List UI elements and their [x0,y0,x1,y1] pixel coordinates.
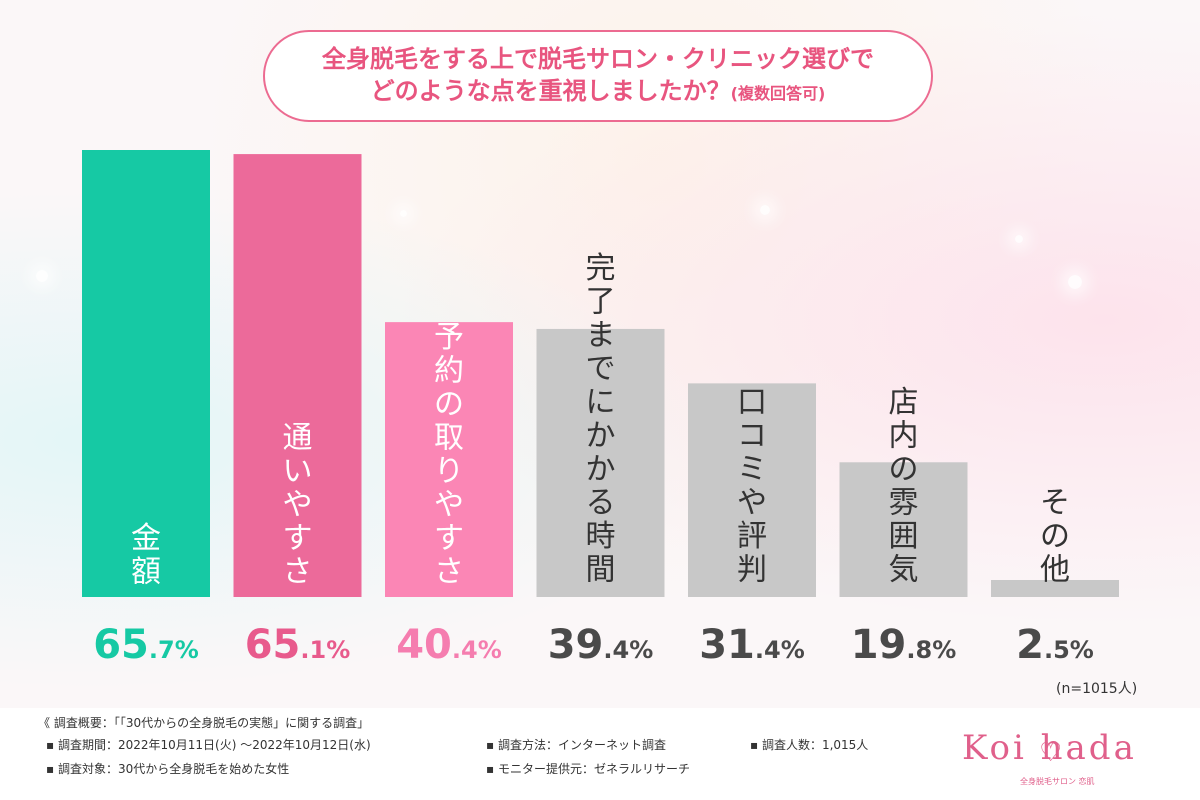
survey-provider: ▪ モニター提供元：ゼネラルリサーチ [486,762,690,776]
chart-title-line2-wrap: どのような点を重視しましたか？(複数回答可) [371,75,826,110]
bar-6 [839,462,968,597]
value-label-4: 39.4% [548,622,654,668]
bar-2 [233,154,362,597]
heart-icon: ♡ [1039,738,1063,768]
survey-method: ▪ 調査方法：インターネット調査 [486,738,666,752]
sparkle [1015,235,1023,243]
category-label-1: 金額 [131,521,161,590]
category-label-2: 通いやすさ [283,421,313,590]
category-label-4: 完了までにかかる時間 [586,251,616,588]
sparkle [36,270,48,282]
value-label-3: 40.4% [396,622,502,668]
value-label-6: 19.8% [851,622,957,668]
logo-subtitle: 全身脱毛サロン 恋肌 [1020,777,1095,786]
value-label-1: 65.7% [93,622,199,668]
category-label-6: 店内の雰囲気 [889,385,919,588]
survey-period: ▪ 調査期間：2022年10月11日(火) 〜2022年10月12日(水) [46,738,371,752]
bar-chart: 金額 65.7% 通いやすさ 65.1% 予約の取りやすさ 40.4% 完了までにかかる時間… [82,150,1119,668]
bar-3 [385,322,513,597]
bar-4 [536,328,665,597]
chart-title-line2: どのような点を重視しましたか？ [370,76,731,105]
sparkle [400,210,407,217]
value-label-5: 31.4% [699,622,805,668]
bar-1 [82,150,210,597]
sparkle [1068,275,1082,289]
survey-target: ▪ 調査対象：30代から全身脱毛を始めた女性 [46,762,290,776]
sparkle [760,205,770,215]
bar-5 [688,383,816,597]
value-label-7: 2.5% [1016,622,1094,668]
chart-title-note: (複数回答可) [730,83,826,103]
category-label-5: 口コミや評判 [737,385,767,588]
chart-title-box: 全身脱毛をする上で脱毛サロン・クリニック選びで どのような点を重視しましたか？(… [263,30,933,122]
chart-title-line1: 全身脱毛をする上で脱毛サロン・クリニック選びで [322,44,874,73]
sample-size-label: (n=1015人) [1056,681,1138,697]
survey-count: ▪ 調査人数：1,015人 [750,738,869,752]
survey-footer [0,708,1200,800]
bar-7 [991,579,1119,597]
logo-wordmark: Koi hada [962,728,1137,768]
survey-heading: 《 調査概要：「「30代からの全身脱毛の実態」に関する調査」 [38,716,370,730]
category-label-3: 予約の取りやすさ [434,320,464,590]
category-label-7: その他 [1040,486,1070,588]
value-label-2: 65.1% [245,622,351,668]
